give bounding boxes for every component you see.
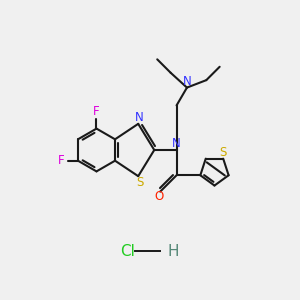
Text: O: O — [154, 190, 163, 203]
Text: N: N — [134, 111, 143, 124]
Text: N: N — [183, 74, 191, 88]
Text: F: F — [58, 154, 64, 167]
Text: H: H — [168, 244, 179, 259]
Text: F: F — [93, 105, 100, 118]
Text: S: S — [220, 146, 227, 159]
Text: S: S — [136, 176, 143, 189]
Text: Cl: Cl — [120, 244, 135, 259]
Text: N: N — [172, 137, 181, 150]
